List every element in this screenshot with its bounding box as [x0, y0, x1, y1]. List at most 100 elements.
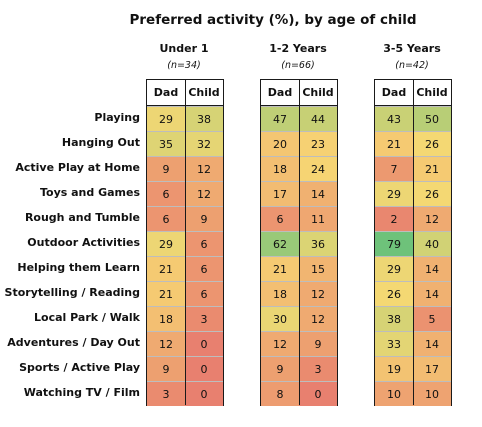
column-header: Child	[299, 80, 337, 105]
data-cell: 20	[261, 131, 299, 156]
data-cell: 12	[299, 281, 337, 306]
data-cell: 12	[413, 206, 451, 231]
group-table: Dad Child 29 38 35 32 9 12 6 12 6 9 29 6 21 6 21 6 18 3 12 0 9…	[146, 79, 224, 406]
data-cell: 38	[185, 106, 223, 131]
data-cell: 21	[147, 256, 185, 281]
data-cell: 29	[375, 181, 413, 206]
row-label: Active Play at Home	[15, 161, 140, 174]
data-cell: 6	[185, 231, 223, 256]
data-cell: 12	[261, 331, 299, 356]
row-label: Watching TV / Film	[23, 386, 140, 399]
group-header: Under 1	[159, 42, 209, 55]
column-divider	[185, 80, 186, 405]
group-table: Dad Child 47 44 20 23 18 24 17 14 6 11 62 36 21 15 18 12 3…	[260, 79, 338, 406]
column-header: Child	[185, 80, 223, 105]
data-cell: 14	[413, 331, 451, 356]
data-cell: 14	[413, 256, 451, 281]
data-cell: 9	[185, 206, 223, 231]
data-cell: 12	[147, 331, 185, 356]
data-cell: 14	[413, 281, 451, 306]
column-divider	[299, 80, 300, 405]
data-cell: 21	[147, 281, 185, 306]
data-cell: 18	[147, 306, 185, 331]
data-cell: 10	[413, 381, 451, 406]
data-cell: 33	[375, 331, 413, 356]
data-cell: 50	[413, 106, 451, 131]
row-label: Sports / Active Play	[19, 361, 140, 374]
data-cell: 18	[261, 156, 299, 181]
data-cell: 6	[185, 256, 223, 281]
column-divider	[413, 80, 414, 405]
data-cell: 30	[261, 306, 299, 331]
data-cell: 6	[185, 281, 223, 306]
data-cell: 6	[261, 206, 299, 231]
row-label: Hanging Out	[61, 136, 140, 149]
row-label: Local Park / Walk	[34, 311, 140, 324]
data-cell: 0	[185, 331, 223, 356]
data-cell: 3	[147, 381, 185, 406]
data-cell: 15	[299, 256, 337, 281]
data-cell: 2	[375, 206, 413, 231]
data-cell: 26	[413, 181, 451, 206]
data-cell: 0	[185, 356, 223, 381]
column-header: Dad	[261, 80, 299, 105]
data-cell: 32	[185, 131, 223, 156]
data-cell: 8	[261, 381, 299, 406]
group-sample-size: (n=34)	[167, 60, 201, 71]
data-cell: 3	[299, 356, 337, 381]
data-cell: 12	[299, 306, 337, 331]
group-sample-size: (n=42)	[395, 60, 429, 71]
data-cell: 0	[185, 381, 223, 406]
row-label: Outdoor Activities	[27, 236, 140, 249]
row-label: Playing	[94, 111, 140, 124]
row-label: Helping them Learn	[17, 261, 140, 274]
data-cell: 29	[147, 106, 185, 131]
data-cell: 36	[299, 231, 337, 256]
data-cell: 0	[299, 381, 337, 406]
data-cell: 29	[147, 231, 185, 256]
data-cell: 47	[261, 106, 299, 131]
data-cell: 29	[375, 256, 413, 281]
group-sample-size: (n=66)	[281, 60, 315, 71]
data-cell: 35	[147, 131, 185, 156]
data-cell: 43	[375, 106, 413, 131]
data-cell: 21	[413, 156, 451, 181]
data-cell: 14	[299, 181, 337, 206]
data-cell: 26	[375, 281, 413, 306]
data-cell: 6	[147, 206, 185, 231]
data-cell: 3	[185, 306, 223, 331]
data-cell: 9	[147, 156, 185, 181]
data-cell: 44	[299, 106, 337, 131]
chart-title: Preferred activity (%), by age of child	[129, 12, 417, 28]
data-cell: 5	[413, 306, 451, 331]
data-cell: 12	[185, 156, 223, 181]
column-header: Child	[413, 80, 451, 105]
row-label: Toys and Games	[39, 186, 140, 199]
column-header: Dad	[375, 80, 413, 105]
data-cell: 21	[261, 256, 299, 281]
group-header: 1-2 Years	[269, 42, 327, 55]
data-cell: 11	[299, 206, 337, 231]
data-cell: 9	[299, 331, 337, 356]
row-label: Adventures / Day Out	[7, 336, 140, 349]
data-cell: 17	[413, 356, 451, 381]
data-cell: 62	[261, 231, 299, 256]
data-cell: 9	[147, 356, 185, 381]
data-cell: 10	[375, 381, 413, 406]
row-label: Storytelling / Reading	[4, 286, 140, 299]
data-cell: 6	[147, 181, 185, 206]
data-cell: 18	[261, 281, 299, 306]
data-cell: 7	[375, 156, 413, 181]
row-label: Rough and Tumble	[24, 211, 140, 224]
group-table: Dad Child 43 50 21 26 7 21 29 26 2 12 79 40 29 14 26 14 38…	[374, 79, 452, 406]
data-cell: 26	[413, 131, 451, 156]
data-cell: 19	[375, 356, 413, 381]
column-header: Dad	[147, 80, 185, 105]
data-cell: 17	[261, 181, 299, 206]
data-cell: 12	[185, 181, 223, 206]
data-cell: 79	[375, 231, 413, 256]
group-header: 3-5 Years	[383, 42, 441, 55]
data-cell: 38	[375, 306, 413, 331]
data-cell: 21	[375, 131, 413, 156]
data-cell: 23	[299, 131, 337, 156]
